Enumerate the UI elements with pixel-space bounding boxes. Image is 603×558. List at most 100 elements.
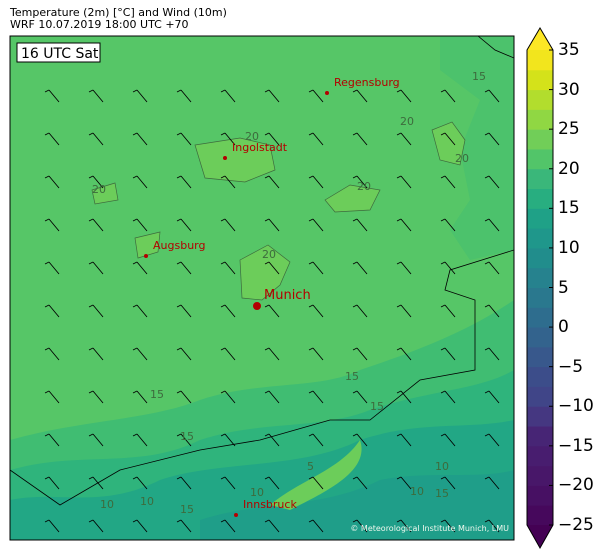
wind-barb	[220, 218, 236, 232]
colorbar-bin	[527, 208, 553, 229]
wind-barb	[484, 175, 500, 189]
contour-label: 10	[100, 498, 114, 511]
wind-barb	[308, 390, 324, 404]
wind-barb	[176, 175, 192, 189]
colorbar-tick-label: −5	[558, 356, 584, 377]
colorbar-bin	[527, 69, 553, 91]
wind-barb	[396, 261, 412, 275]
contour-label: 15	[345, 370, 359, 383]
time-label-box	[16, 42, 101, 63]
wind-barb	[44, 433, 60, 447]
colorbar-bin	[527, 346, 553, 368]
wind-barb	[264, 218, 280, 232]
wind-barb	[44, 218, 60, 232]
wind-barb	[396, 175, 412, 189]
colorbar-tick-label: 30	[558, 79, 580, 100]
wind-barb	[44, 175, 60, 189]
wind-barb	[44, 89, 60, 103]
wind-barb	[88, 261, 104, 275]
colorbar-bin	[527, 426, 553, 447]
wind-barb	[352, 89, 368, 103]
wind-barb	[220, 433, 236, 447]
colorbar-tick-label: −15	[558, 435, 594, 456]
wind-barb	[440, 132, 456, 146]
city-marker	[144, 254, 148, 258]
wind-barb	[220, 175, 236, 189]
wind-barb	[176, 304, 192, 318]
wind-barb	[440, 519, 456, 533]
wind-barb	[88, 476, 104, 490]
wind-barb	[132, 390, 148, 404]
wind-barb	[264, 175, 280, 189]
wind-barb	[484, 218, 500, 232]
wind-barb	[352, 304, 368, 318]
wind-barb	[44, 519, 60, 533]
city-label: Innsbruck	[243, 498, 297, 511]
wind-barb	[440, 390, 456, 404]
wind-barb	[264, 304, 280, 318]
wind-barb	[484, 89, 500, 103]
colorbar-extend-max	[527, 28, 553, 50]
city-augsburg: Augsburg	[144, 239, 205, 258]
wind-barb	[264, 476, 280, 490]
city-marker	[253, 302, 261, 310]
wind-barb	[132, 175, 148, 189]
wind-barb	[176, 261, 192, 275]
wind-barb	[352, 347, 368, 361]
wind-barb	[220, 132, 236, 146]
wind-barb	[176, 347, 192, 361]
wind-barb	[352, 261, 368, 275]
colorbar-bin	[527, 50, 553, 71]
wind-barb	[352, 175, 368, 189]
wind-barb	[308, 347, 324, 361]
wind-barb	[308, 433, 324, 447]
wind-barb	[440, 433, 456, 447]
colorbar-bin	[527, 287, 553, 308]
colorbar-bin	[527, 485, 553, 506]
city-innsbruck: Innsbruck	[234, 498, 297, 517]
wind-barb	[264, 390, 280, 404]
contour-label: 20	[400, 115, 414, 128]
wind-barb	[88, 347, 104, 361]
colorbar	[526, 27, 554, 550]
contour-label: 10	[410, 485, 424, 498]
colorbar-tick-label: 15	[558, 198, 580, 219]
wind-barb	[396, 390, 412, 404]
wind-barb	[176, 218, 192, 232]
wind-barb	[220, 261, 236, 275]
wind-barb	[88, 519, 104, 533]
city-marker	[223, 156, 227, 160]
city-label: Regensburg	[334, 76, 400, 89]
wind-barb	[264, 261, 280, 275]
wind-barb	[308, 519, 324, 533]
wind-barb	[176, 433, 192, 447]
wind-barb	[396, 304, 412, 318]
colorbar-tick-label: 0	[558, 317, 569, 338]
copyright: © Meteorological Institute Munich, LMU	[350, 524, 509, 533]
colorbar-bin	[527, 188, 553, 209]
contour-label: 20	[455, 152, 469, 165]
wind-barb	[484, 347, 500, 361]
contour-label: 20	[245, 130, 259, 143]
wind-barb	[440, 218, 456, 232]
colorbar-bin	[527, 148, 553, 170]
colorbar-tick-label: 35	[558, 40, 580, 60]
colorbar-tick-label: 20	[558, 158, 580, 179]
contour-label: 20	[357, 180, 371, 193]
wind-barb	[44, 390, 60, 404]
wind-barb	[396, 519, 412, 533]
city-marker	[325, 91, 329, 95]
colorbar-bin	[527, 267, 553, 288]
time-label: 16 UTC Sat	[21, 46, 99, 62]
wind-barb	[132, 519, 148, 533]
colorbar-bin	[527, 505, 553, 526]
wind-barb	[484, 433, 500, 447]
colorbar-bin	[527, 168, 553, 190]
wind-barb	[308, 132, 324, 146]
wind-barb	[352, 132, 368, 146]
wind-barb	[220, 519, 236, 533]
city-ingolstadt: Ingolstadt	[223, 141, 288, 160]
wind-barb	[176, 476, 192, 490]
colorbar-bin	[527, 386, 553, 407]
border-line	[10, 249, 514, 506]
